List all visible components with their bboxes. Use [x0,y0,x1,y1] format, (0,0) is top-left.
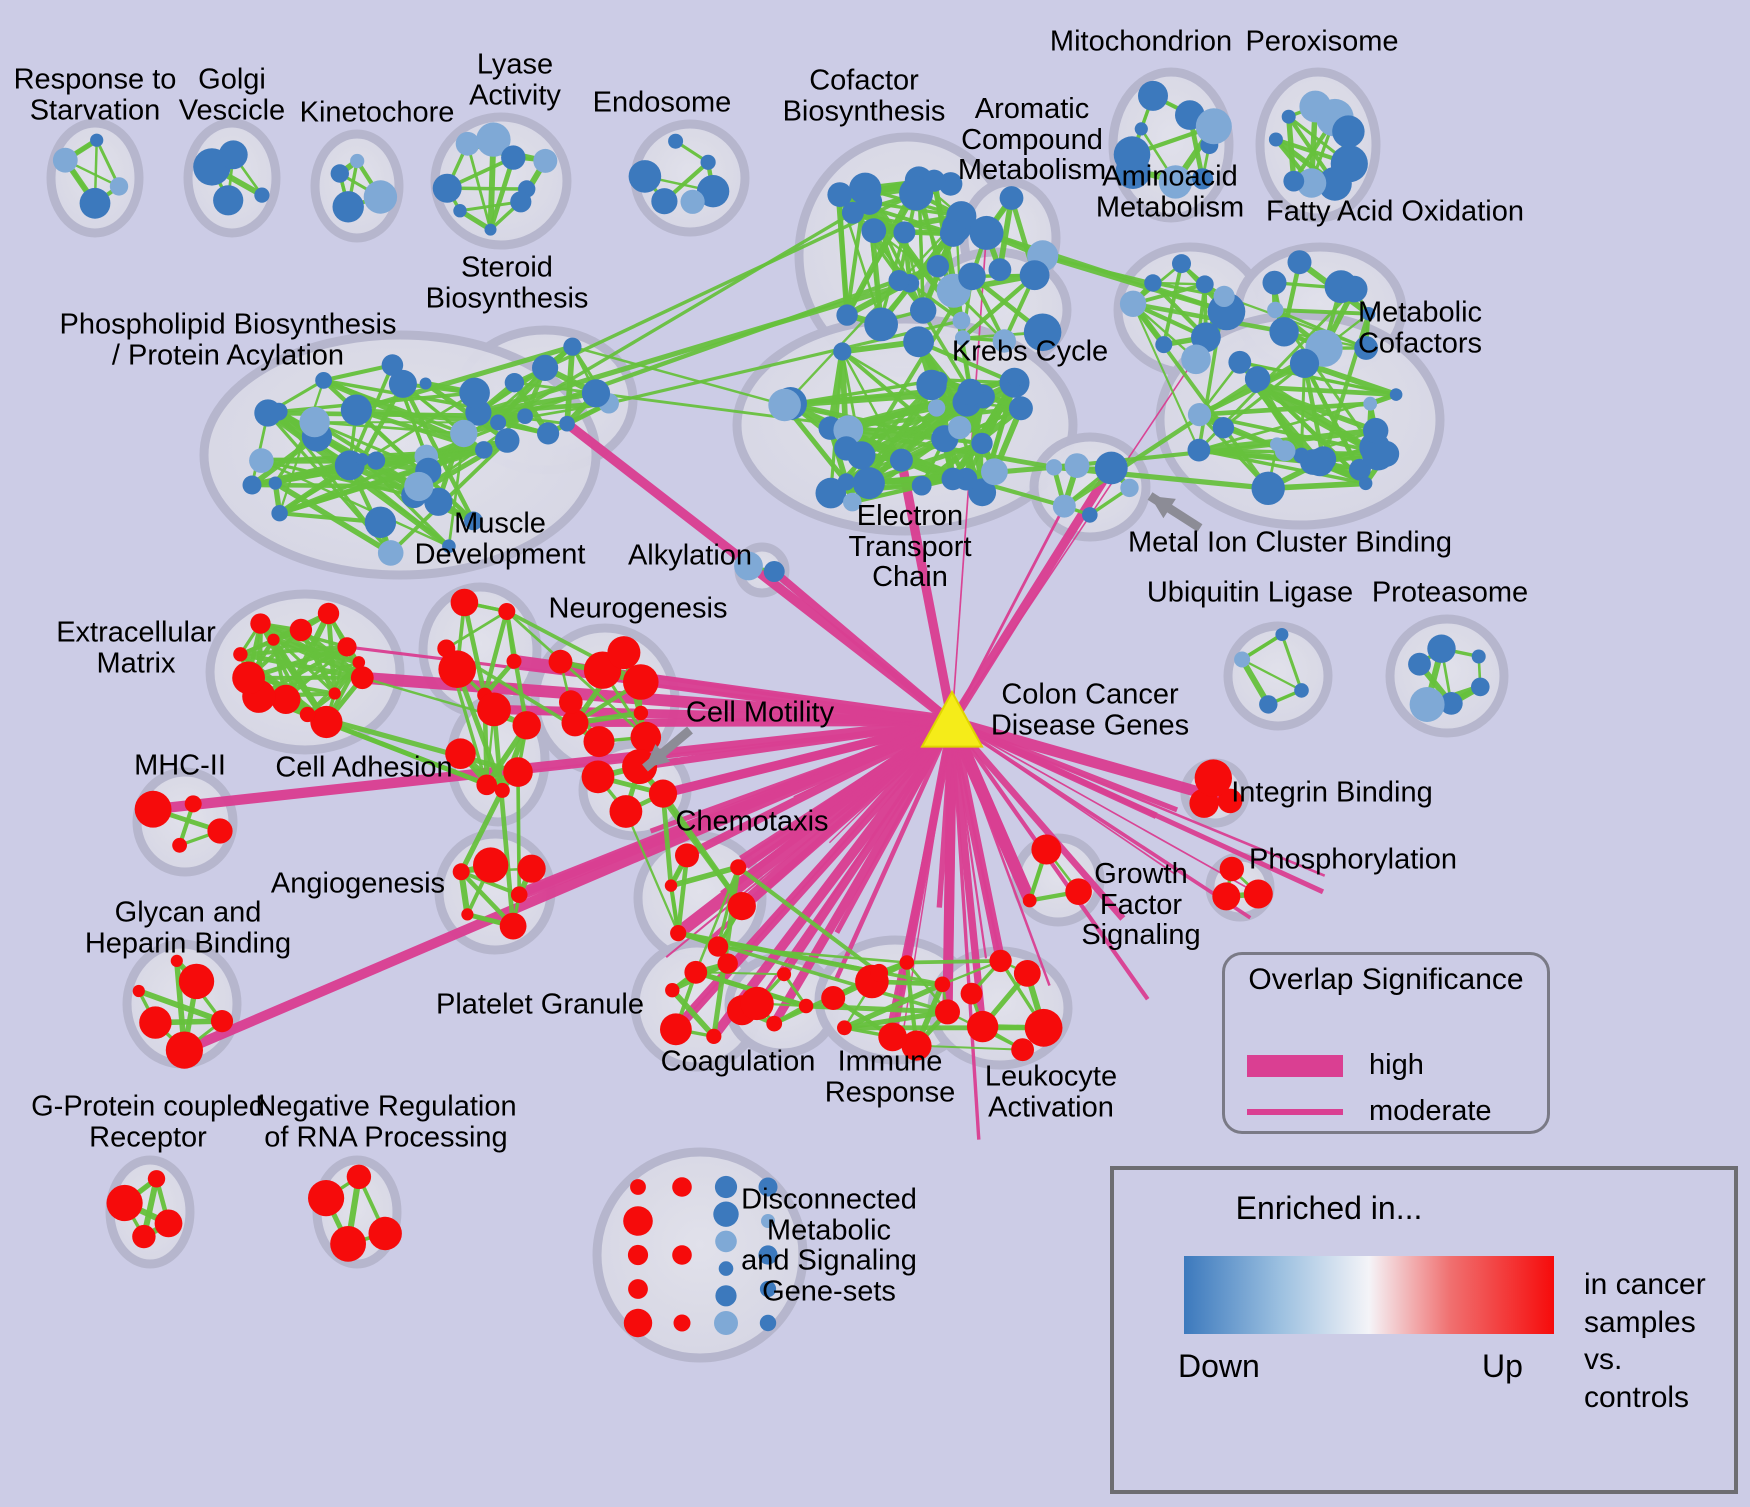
legend-high-label: high [1369,1049,1424,1081]
gene-set-nodes [52,80,1490,1338]
legend-moderate-label: moderate [1369,1095,1492,1127]
legend-enrichment: Enriched in... Down Up in cancer samples… [1110,1166,1738,1494]
thin-edge-swatch [1247,1108,1343,1115]
colorbar-caption: in cancer samples vs. controls [1584,1268,1706,1414]
enrichment-colorbar [1184,1256,1554,1334]
legend-significance-moderate: moderate [1247,1095,1492,1128]
annotation-arrows [642,492,1203,772]
legend-significance-high: high [1247,1049,1424,1082]
colorbar-up-label: Up [1482,1348,1523,1384]
thick-edge-swatch [1247,1054,1343,1077]
hub-node[interactable] [920,689,984,748]
legend-significance-title: Overlap Significance [1248,963,1524,996]
legend-overlap-significance: Overlap Significance high moderate [1222,952,1550,1134]
colorbar-down-label: Down [1178,1348,1260,1384]
legend-enrichment-title: Enriched in... [1235,1190,1423,1226]
